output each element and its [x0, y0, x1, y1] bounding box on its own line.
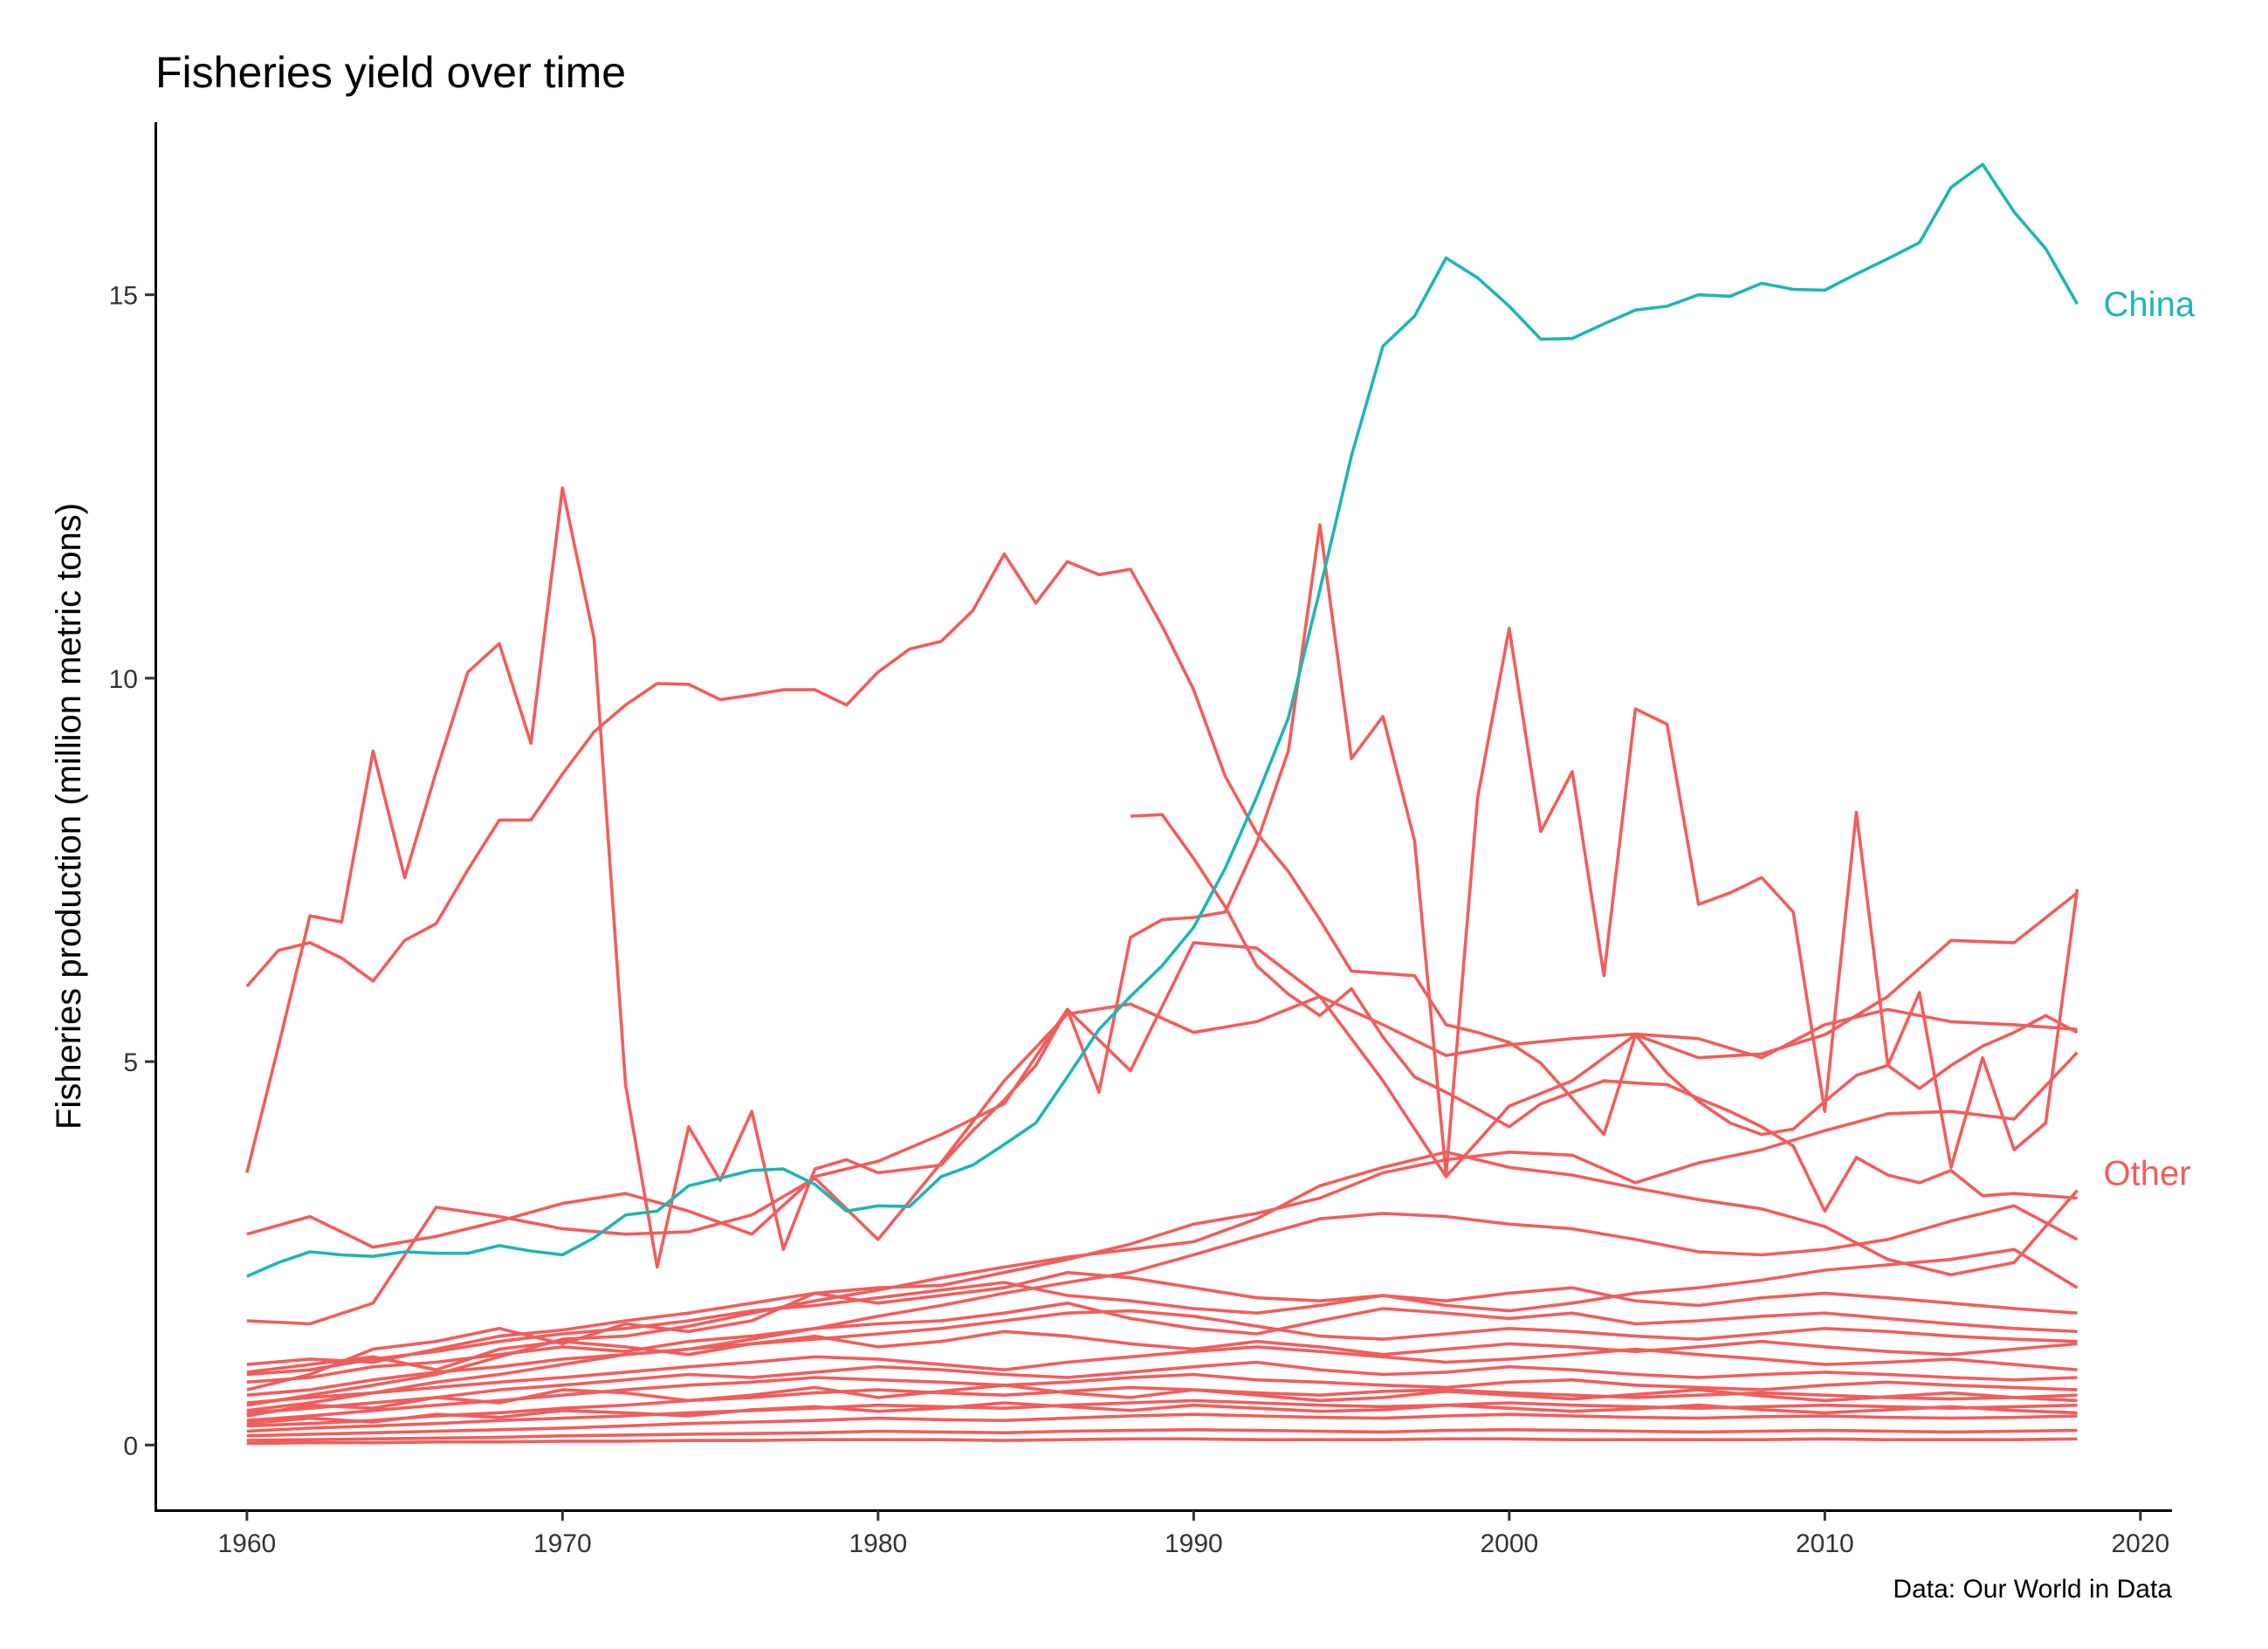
series-line-other-20: [246, 1428, 2078, 1442]
series-line-other-12: [246, 1309, 2078, 1397]
x-tick-label: 1990: [1165, 1529, 1223, 1558]
series-line-other-19: [246, 1412, 2078, 1438]
x-tick-label: 1960: [217, 1529, 276, 1558]
series-line-other-4: [246, 891, 2079, 1249]
series-layer: [245, 162, 2079, 1446]
series-line-other-21: [246, 1437, 2078, 1446]
series-line-other-22: [246, 1384, 2078, 1418]
x-tick-label: 2000: [1480, 1529, 1538, 1558]
series-line-other-14: [246, 1345, 2078, 1405]
series-line-other-8: [246, 1204, 2079, 1412]
y-axis-label: Fisheries production (million metric ton…: [50, 503, 88, 1130]
x-tick-label: 2010: [1796, 1529, 1854, 1558]
series-line-other-5: [246, 994, 2078, 1326]
end-label-other: Other: [2104, 1154, 2191, 1192]
series-line-other-11: [246, 1302, 2078, 1384]
x-tick-label: 1980: [849, 1529, 907, 1558]
series-line-china: [246, 162, 2079, 1278]
x-tick-label: 1970: [533, 1529, 592, 1558]
y-tick-label: 0: [123, 1432, 138, 1460]
series-line-other-7: [246, 1151, 2079, 1407]
chart-title: Fisheries yield over time: [155, 48, 626, 97]
y-tick-label: 15: [109, 282, 138, 311]
series-line-other-15: [246, 1360, 2078, 1415]
x-tick-label: 2020: [2111, 1529, 2169, 1558]
series-line-other-2: [245, 552, 2079, 1137]
end-label-layer: China Other: [2104, 285, 2196, 1192]
series-line-other-18: [246, 1398, 2078, 1433]
series-line-other-10: [246, 1281, 2078, 1377]
y-tick-label: 5: [123, 1048, 138, 1077]
end-label-china: China: [2104, 285, 2196, 324]
tick-layer: 1960 1970 1980 1990 2000 2010 2020 0 5 10 15: [109, 282, 2170, 1558]
series-line-other-3: [1130, 813, 2078, 1213]
series-line-other-16: [246, 1372, 2078, 1422]
y-tick-label: 10: [109, 665, 138, 694]
series-line-other-13: [246, 1330, 2078, 1374]
series-line-other-1: [245, 486, 2079, 1269]
chart-caption: Data: Our World in Data: [1893, 1575, 2172, 1604]
axis-layer: [155, 122, 2172, 1512]
series-line-other-23: [246, 1401, 2078, 1426]
series-line-other-17: [246, 1385, 2078, 1428]
series-line-other-9: [246, 1247, 2079, 1366]
